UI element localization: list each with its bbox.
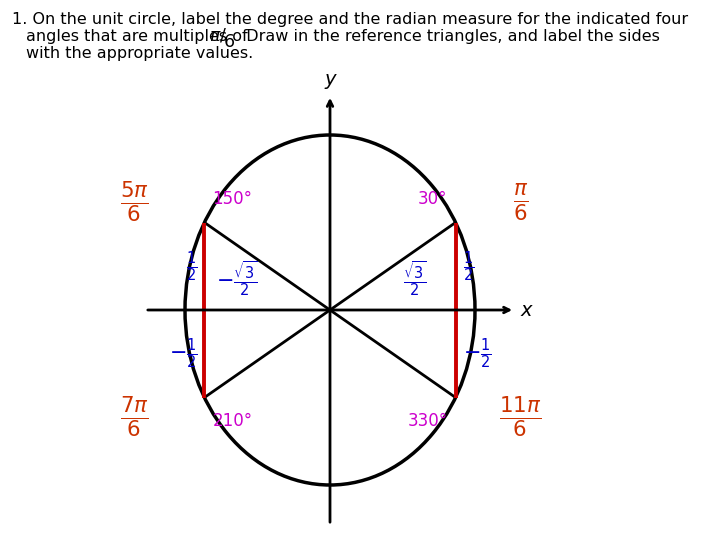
Text: $\frac{11\pi}{6}$: $\frac{11\pi}{6}$ — [500, 395, 541, 440]
Text: Draw in the reference triangles, and label the sides: Draw in the reference triangles, and lab… — [236, 29, 660, 44]
Text: $\frac{1}{2}$: $\frac{1}{2}$ — [462, 249, 474, 284]
Text: 210°: 210° — [212, 411, 253, 429]
Text: 150°: 150° — [212, 191, 253, 208]
Text: $6$: $6$ — [223, 33, 235, 51]
Text: $-\frac{1}{2}$: $-\frac{1}{2}$ — [462, 336, 491, 371]
Text: $\pi/$: $\pi/$ — [209, 27, 228, 45]
Text: angles that are multiples of: angles that are multiples of — [26, 29, 253, 44]
Text: y: y — [324, 70, 336, 89]
Text: $\frac{1}{2}$: $\frac{1}{2}$ — [186, 249, 197, 284]
Text: x: x — [521, 300, 533, 320]
Text: $\frac{7\pi}{6}$: $\frac{7\pi}{6}$ — [120, 395, 149, 440]
Text: $\frac{\pi}{6}$: $\frac{\pi}{6}$ — [513, 182, 528, 223]
Text: $\frac{5\pi}{6}$: $\frac{5\pi}{6}$ — [120, 180, 149, 225]
Text: $-\frac{\sqrt{3}}{2}$: $-\frac{\sqrt{3}}{2}$ — [216, 259, 257, 298]
Text: $\frac{\sqrt{3}}{2}$: $\frac{\sqrt{3}}{2}$ — [402, 259, 426, 298]
Text: 330°: 330° — [408, 411, 448, 429]
Text: 30°: 30° — [418, 191, 448, 208]
Text: $-\frac{1}{2}$: $-\frac{1}{2}$ — [168, 336, 197, 371]
Text: 1. On the unit circle, label the degree and the radian measure for the indicated: 1. On the unit circle, label the degree … — [12, 12, 688, 27]
Text: with the appropriate values.: with the appropriate values. — [26, 46, 253, 61]
